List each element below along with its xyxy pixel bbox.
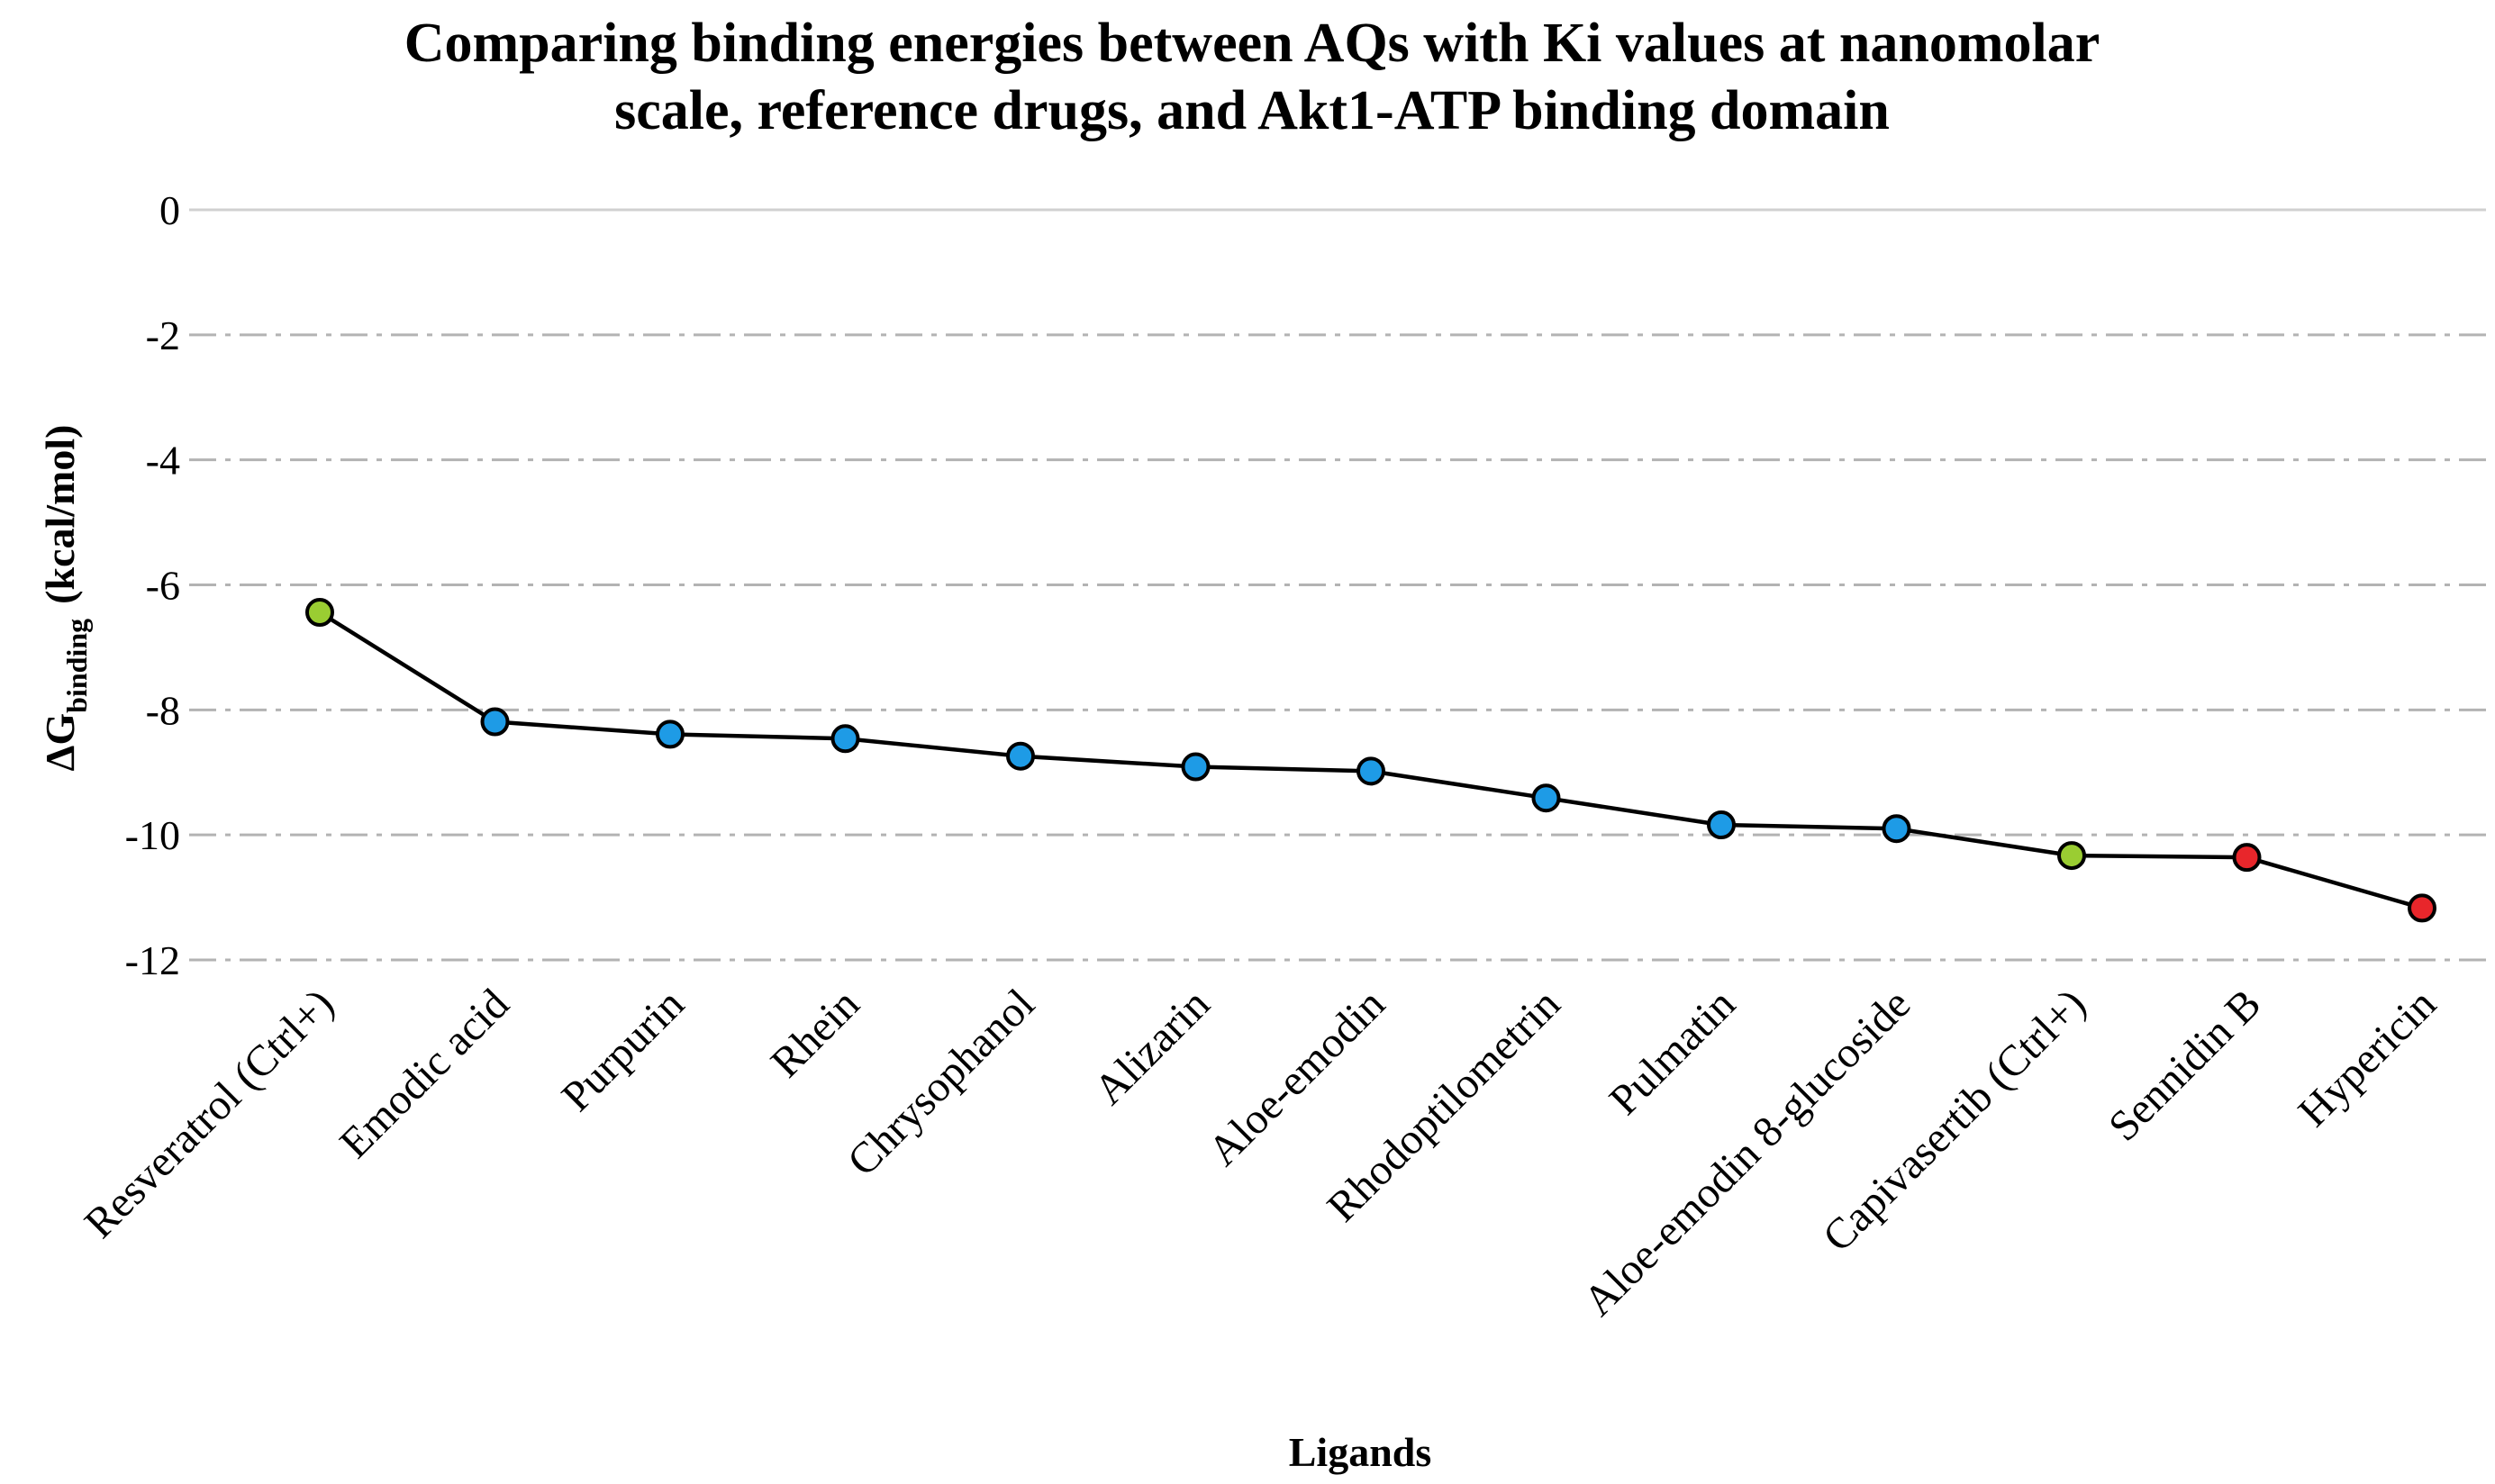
data-point [2408,893,2436,923]
x-category-label: Alizarin [1085,980,1220,1114]
x-axis-title: Ligands [1289,1429,1432,1475]
data-point [480,707,510,737]
x-category-label: Aloe-emodin [1199,980,1394,1175]
data-point [2057,841,2086,871]
y-tick-label: -4 [146,438,180,484]
y-axis-title-units: (kcal/mol) [37,425,83,604]
x-category-label: Resveratrol (Ctrl+) [76,980,343,1247]
y-tick-label: -8 [146,687,180,733]
chart-title-line-2: scale, reference drugs, and Akt1-ATP bin… [614,80,1890,141]
data-point [1006,741,1035,771]
y-axis-title-delta: ΔG [37,713,83,772]
data-point [656,719,685,749]
y-tick-label: 0 [159,187,180,233]
data-point [305,598,334,628]
x-category-label: Hypericin [2290,980,2445,1136]
x-category-label: Purpurin [553,980,694,1120]
data-point [2232,843,2262,873]
x-category-label: Rhein [762,980,869,1087]
x-axis-categories: Resveratrol (Ctrl+)Emodic acid Purpurin Rh… [76,980,2445,1325]
chart-title-line-1: Comparing binding energies between AQs w… [404,13,2100,74]
gridlines [189,208,2486,962]
x-category-label: Chrysophanol [839,980,1044,1185]
y-tick-label: -6 [146,563,180,609]
y-axis-title-subscript: binding [60,619,93,713]
chart-title: Comparing binding energies between AQs w… [404,13,2100,141]
x-category-label: Emodic acid [331,980,518,1167]
series [305,598,2436,923]
data-point [1882,814,1911,844]
x-category-label: Pulmatin [1601,980,1745,1124]
y-tick-label: -2 [146,312,180,358]
data-point [830,724,860,754]
data-point [1356,756,1385,786]
x-category-label: Sennidin B [2100,980,2270,1150]
y-tick-label: -10 [125,812,180,858]
data-point [1707,810,1736,840]
data-point [1531,783,1561,813]
svg-text:ΔGbinding(kcal/mol): ΔGbinding (kcal/mol) [37,425,93,772]
x-category-label: Aloe-emodin 8-glucoside [1574,980,1919,1325]
y-tick-label: -12 [125,937,180,983]
y-axis-title: ΔGbinding (kcal/mol) [37,425,93,772]
y-axis-ticks: 0 -2 -4 -6 -8 -10 -12 [125,187,180,983]
data-point [1181,752,1211,782]
